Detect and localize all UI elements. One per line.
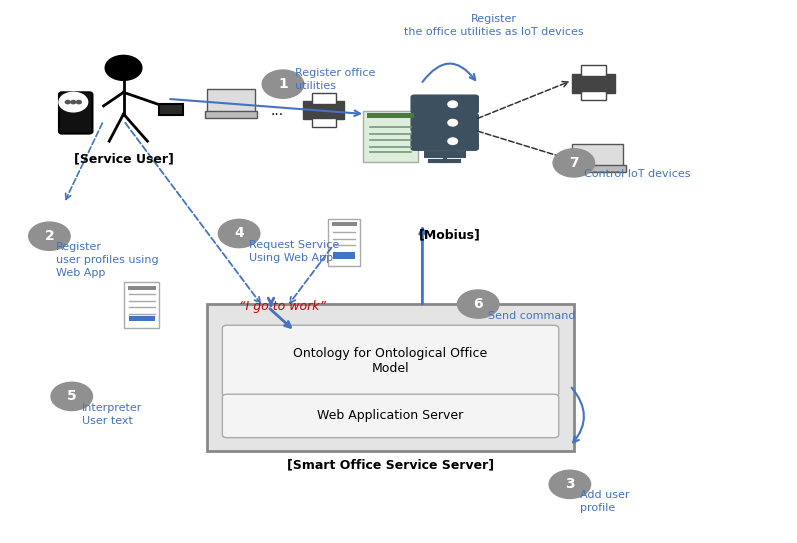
Circle shape (218, 219, 260, 248)
Text: Register
the office utilities as IoT devices: Register the office utilities as IoT dev… (404, 14, 584, 37)
Text: Request Service
Using Web App: Request Service Using Web App (249, 240, 340, 263)
FancyBboxPatch shape (312, 93, 336, 104)
Text: [Mobius]: [Mobius] (419, 228, 481, 241)
Text: Send command: Send command (488, 311, 575, 320)
Circle shape (448, 119, 457, 126)
FancyBboxPatch shape (570, 165, 626, 172)
FancyBboxPatch shape (363, 111, 418, 162)
FancyBboxPatch shape (303, 101, 344, 119)
FancyBboxPatch shape (222, 325, 559, 397)
FancyBboxPatch shape (207, 304, 574, 451)
Text: Register office
utilities: Register office utilities (295, 68, 375, 91)
Circle shape (71, 100, 76, 104)
Circle shape (77, 100, 81, 104)
Text: 6: 6 (473, 297, 483, 311)
FancyBboxPatch shape (205, 111, 257, 118)
Text: 5: 5 (67, 389, 77, 403)
FancyBboxPatch shape (572, 73, 615, 93)
FancyBboxPatch shape (367, 113, 414, 118)
FancyBboxPatch shape (581, 91, 607, 100)
FancyBboxPatch shape (124, 282, 159, 328)
Circle shape (59, 92, 88, 112)
FancyBboxPatch shape (410, 113, 479, 132)
FancyBboxPatch shape (129, 316, 155, 321)
FancyBboxPatch shape (410, 131, 479, 151)
Circle shape (262, 70, 304, 98)
FancyBboxPatch shape (312, 118, 336, 127)
FancyBboxPatch shape (128, 286, 156, 290)
Text: Web Application Server: Web Application Server (317, 409, 464, 422)
Text: Control IoT devices: Control IoT devices (584, 169, 691, 179)
FancyBboxPatch shape (59, 92, 92, 134)
Circle shape (105, 55, 142, 80)
Circle shape (448, 101, 457, 108)
FancyBboxPatch shape (159, 104, 183, 115)
Text: Register
user profiles using
Web App: Register user profiles using Web App (56, 242, 159, 278)
Text: 2: 2 (45, 229, 54, 243)
Text: 3: 3 (565, 477, 575, 491)
Text: 4: 4 (234, 226, 244, 241)
FancyBboxPatch shape (332, 222, 357, 226)
Text: Add user
profile: Add user profile (580, 490, 630, 513)
Text: “I go to work”: “I go to work” (239, 300, 327, 313)
Text: ...: ... (271, 104, 284, 118)
FancyBboxPatch shape (572, 144, 623, 167)
Text: 7: 7 (569, 156, 579, 170)
FancyBboxPatch shape (207, 89, 255, 112)
Text: [Smart Office Service Server]: [Smart Office Service Server] (287, 459, 494, 472)
Circle shape (29, 222, 70, 250)
Text: [Service User]: [Service User] (73, 152, 174, 165)
Text: Ontology for Ontological Office
Model: Ontology for Ontological Office Model (293, 347, 488, 375)
Circle shape (65, 100, 70, 104)
Circle shape (457, 290, 499, 318)
Text: 1: 1 (278, 77, 288, 91)
FancyBboxPatch shape (333, 252, 355, 259)
FancyBboxPatch shape (328, 219, 360, 266)
Circle shape (51, 382, 92, 411)
Circle shape (553, 149, 595, 177)
FancyBboxPatch shape (410, 94, 479, 114)
Text: Interpreter
User text: Interpreter User text (82, 403, 143, 426)
Circle shape (448, 138, 457, 144)
Circle shape (549, 470, 591, 498)
FancyBboxPatch shape (581, 65, 607, 77)
FancyBboxPatch shape (222, 394, 559, 438)
